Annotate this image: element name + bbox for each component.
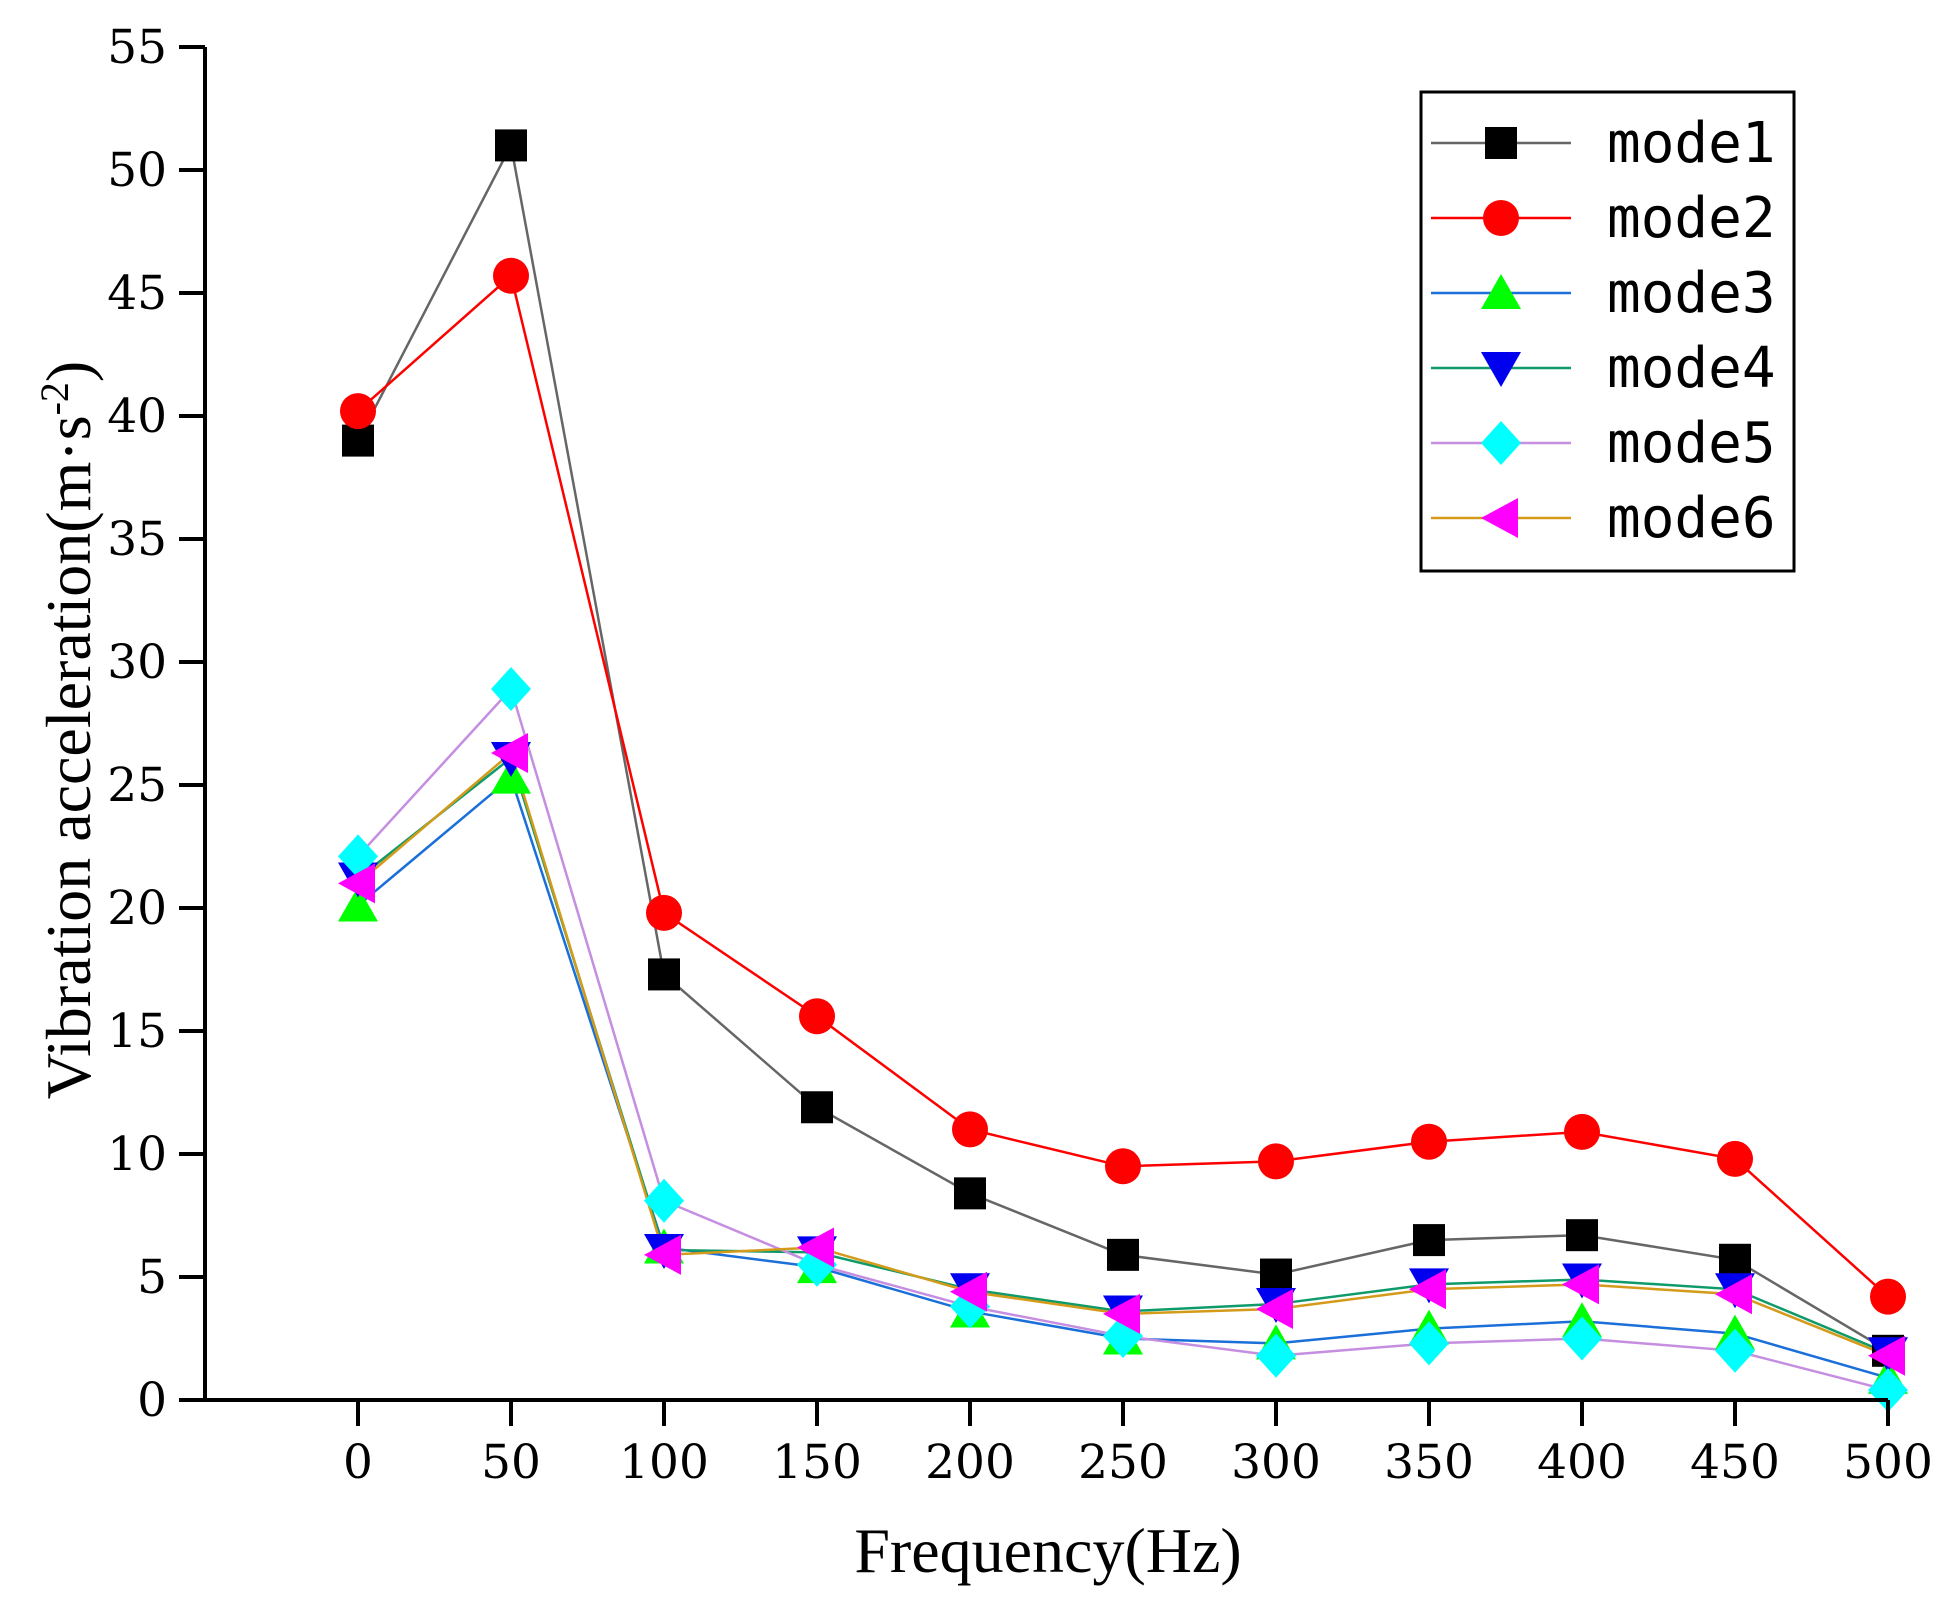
data-point-mode2 [1105, 1148, 1141, 1185]
x-axis-title: Frequency(Hz) [854, 1515, 1241, 1586]
data-point-mode2 [646, 894, 682, 931]
y-tick-label: 5 [137, 1250, 167, 1305]
y-tick-label: 15 [107, 1004, 167, 1059]
data-point-mode1 [1566, 1219, 1598, 1252]
y-tick-label: 10 [107, 1127, 167, 1182]
data-point-mode6 [1715, 1274, 1752, 1315]
data-point-mode6 [1103, 1293, 1140, 1334]
x-tick-label: 400 [1537, 1435, 1627, 1490]
y-axis-title-end: ) [33, 361, 104, 382]
data-point-mode1 [954, 1177, 986, 1210]
data-point-mode1 [1260, 1258, 1292, 1291]
data-point-mode2 [340, 393, 376, 430]
data-point-mode6 [491, 733, 528, 774]
data-point-mode5 [1562, 1316, 1602, 1361]
data-point-mode6 [797, 1227, 834, 1268]
data-point-mode1 [1413, 1224, 1445, 1257]
y-axis-title: Vibration acceleration(m·s-2) [32, 361, 105, 1099]
data-point-mode2 [1564, 1113, 1600, 1150]
data-point-mode6 [1256, 1288, 1293, 1329]
series-line-mode3 [357, 775, 1889, 1380]
data-point-mode5 [1409, 1321, 1449, 1366]
legend-marker-mode1 [1485, 127, 1517, 159]
x-tick-label: 350 [1384, 1435, 1474, 1490]
data-point-mode6 [950, 1271, 987, 1312]
y-tick-label: 55 [107, 20, 167, 75]
x-tick-label: 0 [343, 1435, 373, 1490]
legend-marker-mode3 [1481, 274, 1521, 309]
y-tick-label: 50 [107, 143, 167, 198]
data-point-mode6 [338, 863, 375, 904]
y-tick-label: 40 [107, 389, 167, 444]
y-tick-label: 20 [107, 881, 167, 936]
legend-label-mode6: mode6 [1607, 486, 1776, 551]
y-tick-label: 0 [137, 1373, 167, 1428]
data-point-mode5 [1715, 1328, 1755, 1373]
x-tick-label: 500 [1843, 1435, 1933, 1490]
data-point-mode2 [1258, 1143, 1294, 1180]
legend-box [1419, 90, 1796, 573]
y-tick-label: 45 [107, 266, 167, 321]
data-point-mode1 [342, 424, 374, 457]
x-tick-label: 450 [1690, 1435, 1780, 1490]
data-point-mode1 [1107, 1238, 1139, 1271]
legend-marker-mode2 [1483, 200, 1519, 236]
data-point-mode5 [644, 1178, 684, 1223]
data-point-mode1 [495, 129, 527, 162]
data-point-mode2 [952, 1111, 988, 1148]
data-point-mode3 [338, 886, 378, 922]
y-tick-label: 35 [107, 512, 167, 567]
x-tick-label: 250 [1078, 1435, 1168, 1490]
x-tick-label: 300 [1231, 1435, 1321, 1490]
data-point-mode1 [801, 1091, 833, 1124]
data-point-mode1 [648, 958, 680, 991]
data-point-mode5 [491, 667, 531, 712]
data-point-mode6 [1409, 1269, 1446, 1310]
legend-label-mode3: mode3 [1607, 261, 1776, 326]
data-point-mode6 [1868, 1335, 1905, 1376]
x-tick-label: 50 [481, 1435, 541, 1490]
axes: 0 5 10 15 20 25 30 35 40 45 50 55 0 50 100 150 200 250 300… [107, 20, 1933, 1490]
data-point-mode5 [1256, 1333, 1296, 1378]
data-point-mode2 [493, 257, 529, 294]
legend: mode1 mode2 mode3 mode4 mode5 mode6 [1419, 90, 1796, 573]
legend-marker-mode6 [1481, 498, 1518, 538]
x-tick-label: 150 [772, 1435, 862, 1490]
legend-label-mode2: mode2 [1607, 186, 1776, 251]
data-point-mode2 [1717, 1140, 1753, 1177]
x-tick-label: 100 [619, 1435, 709, 1490]
plot-markers [338, 129, 1908, 1413]
y-axis-title-superscript: -2 [32, 382, 77, 415]
legend-label-mode5: mode5 [1607, 411, 1776, 476]
legend-marker-mode4 [1481, 352, 1521, 387]
legend-label-mode1: mode1 [1607, 111, 1776, 176]
y-axis-title-main: Vibration acceleration(m·s [33, 415, 104, 1099]
data-point-mode6 [644, 1234, 681, 1275]
data-point-mode2 [1411, 1123, 1447, 1160]
data-point-mode1 [1719, 1243, 1751, 1276]
data-point-mode2 [1870, 1278, 1906, 1315]
y-tick-label: 25 [107, 758, 167, 813]
data-point-mode2 [799, 998, 835, 1035]
x-tick-label: 200 [925, 1435, 1015, 1490]
y-tick-label: 30 [107, 635, 167, 690]
legend-label-mode4: mode4 [1607, 336, 1776, 401]
data-point-mode6 [1562, 1264, 1599, 1305]
legend-marker-mode5 [1481, 421, 1521, 465]
